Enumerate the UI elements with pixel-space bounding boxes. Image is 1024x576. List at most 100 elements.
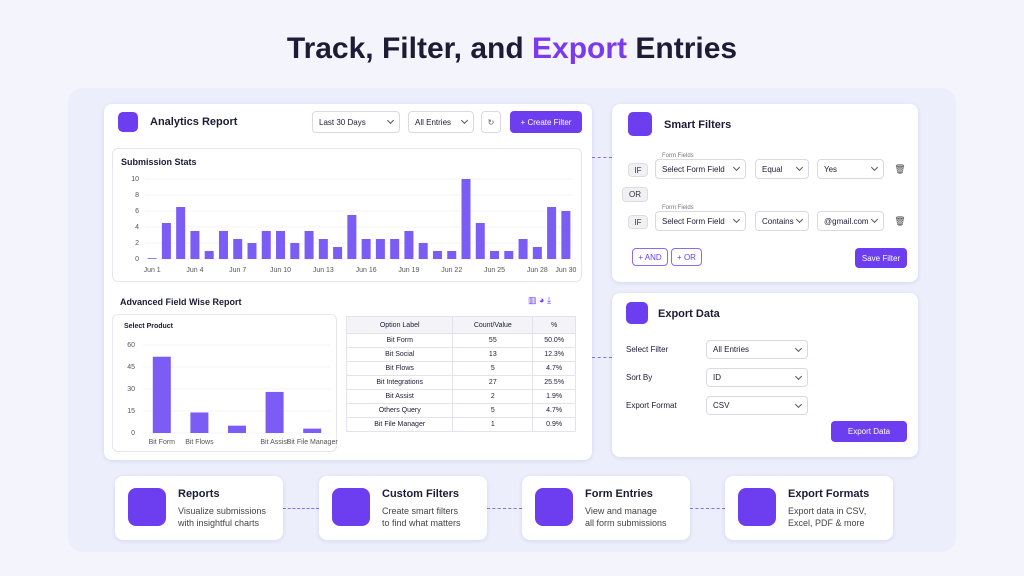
- cell: 4.7%: [532, 403, 576, 418]
- cell: 5: [452, 361, 534, 376]
- title-part: Entries: [635, 32, 738, 65]
- bar: [447, 251, 457, 259]
- entries-select[interactable]: All Entries: [408, 111, 474, 133]
- table-row: Bit Flows 5 4.7%: [345, 361, 576, 376]
- save-button[interactable]: Save Filter: [855, 248, 907, 268]
- create-filter-button[interactable]: + Create Filter: [510, 111, 582, 133]
- cell: Bit Assist: [345, 389, 454, 404]
- chip-text: OR: [629, 190, 641, 199]
- feature-desc: Create smart filters to find what matter…: [382, 506, 461, 528]
- cond-select[interactable]: Contains: [755, 211, 809, 231]
- button-text: Save Filter: [861, 253, 901, 263]
- chip-text: IF: [634, 165, 642, 175]
- table-row: Bit Assist 2 1.9%: [345, 389, 576, 404]
- or-button[interactable]: + OR: [671, 248, 702, 266]
- delete-button: 🗑: [892, 213, 908, 229]
- cell: 5: [452, 403, 534, 418]
- x-tick-label: Bit Assist: [260, 439, 288, 446]
- bar: [404, 231, 414, 259]
- x-tick-label: Jun 4: [186, 267, 203, 274]
- y-tick-label: 0: [131, 430, 135, 437]
- table-row: Bit Integrations 27 25.5%: [345, 375, 576, 390]
- field-select[interactable]: Select Form Field: [655, 211, 746, 231]
- bar: [233, 239, 243, 259]
- connector: [592, 157, 612, 158]
- card-title: Analytics Report: [150, 116, 238, 128]
- field-select[interactable]: CSV: [706, 396, 808, 415]
- bar: [318, 239, 328, 259]
- bar: [265, 391, 284, 433]
- select-text: Contains: [762, 216, 794, 226]
- feature-title: Custom Filters: [382, 488, 460, 500]
- bar: [218, 231, 228, 259]
- select-text: Yes: [824, 164, 838, 174]
- chart-icons[interactable]: ▥ ◕ ⤓: [528, 295, 551, 305]
- panel-title: Advanced Field Wise Report: [120, 297, 242, 307]
- field-select[interactable]: ID: [706, 368, 808, 387]
- button-text: Export Data: [847, 427, 891, 436]
- field-label: Export Format: [626, 401, 677, 410]
- connector: [690, 508, 725, 509]
- bar: [461, 179, 471, 259]
- cell: 25.5%: [532, 375, 576, 390]
- bar: [561, 211, 571, 259]
- cell: 27: [452, 375, 534, 390]
- export-card: Export Data Export Data Select Filter All…: [612, 293, 918, 457]
- product-panel: Select Product 0 15 30 45 60 Bit Form Bit Flow…: [112, 314, 338, 452]
- refresh-button[interactable]: ↻: [481, 111, 501, 133]
- value-select[interactable]: @gmail.com: [817, 211, 884, 231]
- x-tick-label: Jun 22: [441, 267, 462, 274]
- and-button[interactable]: + AND: [632, 248, 668, 266]
- page-title: Track, Filter, and Export Entries: [0, 32, 1024, 66]
- bar: [261, 231, 271, 259]
- field-panel: Advanced Field Wise Report ▥ ◕ ⤓ Select …: [112, 290, 582, 454]
- bar: [176, 207, 186, 259]
- cell: Bit File Manager: [345, 417, 454, 432]
- cell: Others Query: [345, 403, 454, 418]
- x-tick-label: Jun 28: [527, 267, 548, 274]
- cell: 12.3%: [532, 347, 576, 362]
- select-text: All Entries: [415, 117, 452, 127]
- cond-select[interactable]: Equal: [755, 159, 809, 179]
- bar: [147, 258, 157, 259]
- feature-title: Export Formats: [788, 488, 870, 500]
- bar: [547, 207, 557, 259]
- chip-text: IF: [634, 217, 642, 227]
- feature-icon: [535, 488, 573, 526]
- bar: [303, 428, 322, 433]
- card-title: Smart Filters: [664, 119, 732, 131]
- select-text: ID: [713, 373, 721, 382]
- x-tick-label: Jun 13: [313, 267, 334, 274]
- y-tick-label: 4: [135, 224, 139, 231]
- feature-card: Custom Filters Create smart filters to fi…: [319, 476, 487, 540]
- button-text: + AND: [638, 252, 662, 262]
- delete-button: 🗑: [892, 161, 908, 177]
- bar: [190, 231, 200, 259]
- icon: [118, 112, 138, 132]
- bar: [475, 223, 485, 259]
- if-chip: IF: [628, 163, 648, 177]
- x-tick-label: Jun 10: [270, 267, 291, 274]
- stats-panel: Submission Stats 0 2 4 6 8 10 Jun 1 Jun 4 Jun 7 J…: [112, 148, 582, 282]
- cell: Bit Integrations: [345, 375, 454, 390]
- feature-card: Reports Visualize submissions with insigh…: [115, 476, 283, 540]
- x-tick-label: Bit Flows: [185, 439, 214, 446]
- field-label: Form Fields: [662, 205, 694, 211]
- feature-icon: [128, 488, 166, 526]
- product-chart: 0 15 30 45 60 Bit Form Bit Flows Bit AssistBit …: [127, 342, 338, 446]
- bar: [490, 251, 500, 259]
- feature-card: Form Entries View and manage all form sub…: [522, 476, 690, 540]
- export-button[interactable]: Export Data: [831, 421, 907, 442]
- select-text: Select Form Field: [662, 164, 725, 174]
- bar: [290, 243, 300, 259]
- value-select[interactable]: Yes: [817, 159, 884, 179]
- field-label: Select Filter: [626, 345, 669, 354]
- y-tick-label: 8: [135, 192, 139, 199]
- panel-title: Select Product: [124, 323, 174, 330]
- bar: [304, 231, 314, 259]
- range-select[interactable]: Last 30 Days: [312, 111, 400, 133]
- field-select[interactable]: Select Form Field: [655, 159, 746, 179]
- connector: [283, 508, 319, 509]
- field-select[interactable]: All Entries: [706, 340, 808, 359]
